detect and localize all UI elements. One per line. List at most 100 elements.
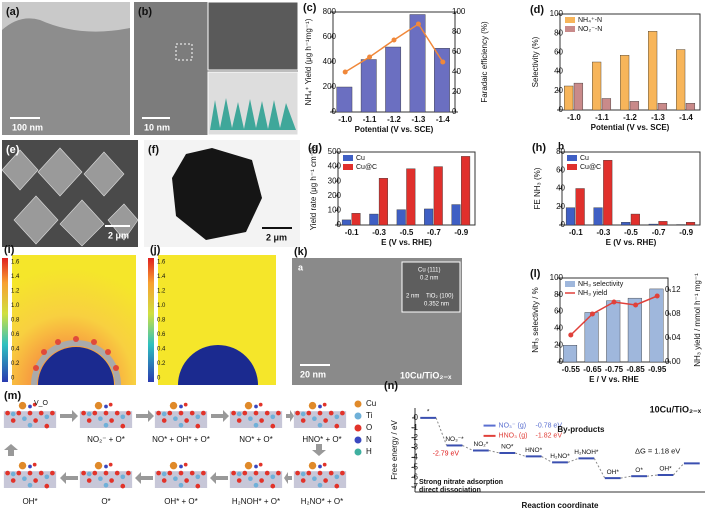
x-tick-label: -1.1 xyxy=(363,115,377,124)
y2-axis-label: NH₃ yield / mmol h⁻¹ mg⁻¹ xyxy=(693,273,702,367)
x-tick-label: -0.1 xyxy=(569,228,583,237)
scale-label: 20 nm xyxy=(300,369,326,379)
legend-swatch xyxy=(354,448,362,456)
legend-label: Cu xyxy=(580,155,589,162)
legend-swatch xyxy=(343,164,353,170)
tick-label: 80 xyxy=(556,147,565,156)
bar xyxy=(461,156,471,226)
value-label: -2.79 eV xyxy=(433,450,460,457)
legend-label: N xyxy=(366,435,372,444)
tick-label: 400 xyxy=(328,162,342,171)
x-axis-label: E (V vs. RHE) xyxy=(381,238,432,247)
legend-label: NO₂⁻-N xyxy=(578,26,602,33)
tick-label: 500 xyxy=(328,147,342,156)
x-tick-label: -0.55 xyxy=(562,365,581,374)
point xyxy=(589,311,595,317)
octahedra xyxy=(1,147,139,247)
x-tick-label: -0.85 xyxy=(626,365,645,374)
bar xyxy=(564,85,574,111)
tick-label: 0 xyxy=(452,107,457,116)
bar xyxy=(685,103,696,111)
hrtem-inset xyxy=(401,261,461,313)
bar xyxy=(648,31,658,111)
x-tick-label: -1.3 xyxy=(412,115,426,124)
colorbar-label: 0.4 xyxy=(157,347,166,353)
legend-label: Cu xyxy=(366,399,376,408)
tick-label: 200 xyxy=(323,82,337,91)
sample-label: 10Cu/TiO₂₋ₓ xyxy=(400,370,452,380)
bar xyxy=(575,188,585,226)
colorbar-label: 0.8 xyxy=(157,318,166,324)
tick-label: 0 xyxy=(559,105,564,114)
bar xyxy=(409,14,426,113)
x-axis-label: E / V vs. RHE xyxy=(589,375,639,384)
x-tick-label: -0.75 xyxy=(605,365,624,374)
tick-label: -6 xyxy=(411,472,419,481)
particle xyxy=(172,148,262,240)
level-label: H₂NO* xyxy=(550,453,570,460)
core xyxy=(178,345,258,385)
byproduct-value: -0.78 eV xyxy=(536,422,563,429)
legend-swatch xyxy=(343,155,353,161)
arrows xyxy=(4,410,326,484)
sub-label: b xyxy=(558,142,564,153)
tick-label: 60 xyxy=(554,307,563,316)
tick-label: 100 xyxy=(328,206,342,215)
connector xyxy=(646,474,658,477)
colorbar-label: 1.4 xyxy=(11,274,20,280)
level-label: * xyxy=(427,409,430,416)
tick-label: 20 xyxy=(554,340,563,349)
intensity-profile xyxy=(210,98,296,130)
tick-label: 0 xyxy=(559,357,564,366)
scale-label: 2 μm xyxy=(266,232,287,242)
tick-label: 0.00 xyxy=(665,357,681,366)
colorbar-label: 0.8 xyxy=(11,318,20,324)
annotation: direct dissociation xyxy=(419,487,481,494)
level-label: HNO* xyxy=(525,447,542,454)
tick-label: 20 xyxy=(556,202,565,211)
colorbar-label: 0.2 xyxy=(11,361,20,367)
connector xyxy=(672,463,685,476)
tick-label: 0.08 xyxy=(665,309,681,318)
bar xyxy=(360,59,377,113)
level-label: OH* xyxy=(659,466,672,473)
x-tick-label: -0.3 xyxy=(372,228,386,237)
colorbar-label: 1.0 xyxy=(157,303,166,309)
colorbar-label: 0.6 xyxy=(11,332,20,338)
colorbar-label: 0 xyxy=(11,376,15,382)
panel-label: (k) xyxy=(294,246,308,258)
panel-label: (f) xyxy=(148,144,159,156)
bar xyxy=(657,103,668,111)
legend-swatch xyxy=(354,424,362,432)
bar xyxy=(630,213,640,226)
step-label: H₂NO* + O* xyxy=(301,497,343,506)
x-axis-label: Potential (V vs. SCE) xyxy=(591,123,670,132)
tick-label: -2 xyxy=(411,433,419,442)
panel-label: (g) xyxy=(308,142,322,154)
bar xyxy=(686,222,696,226)
colorbar-label: 0.2 xyxy=(157,361,166,367)
x-tick-label: -1.0 xyxy=(567,113,581,122)
bar xyxy=(573,82,584,111)
sub-label: a xyxy=(298,262,304,272)
step-label: NO₂⁻ + O* xyxy=(87,435,125,444)
colorbar-label: 1.2 xyxy=(11,289,20,295)
bar xyxy=(351,213,361,226)
y-axis-label: NH₃ selectivity / % xyxy=(531,287,540,353)
x-tick-label: -1.2 xyxy=(623,113,637,122)
panel-label: (h) xyxy=(532,142,546,154)
level-label: OH* xyxy=(607,469,620,476)
lattice-label: TiO₂ (100) xyxy=(426,294,453,300)
x-tick-label: -1.0 xyxy=(338,115,352,124)
byproduct-name: HNO₃ (g) xyxy=(499,433,528,440)
legend-label: Cu@C xyxy=(356,164,377,171)
x-tick-label: -0.5 xyxy=(400,228,414,237)
x-axis-label: Potential (V vs. SCE) xyxy=(355,125,434,134)
scale-label: 2 μm xyxy=(108,230,129,240)
panel-label: (a) xyxy=(6,6,20,18)
panel-label: (e) xyxy=(6,144,20,156)
particles xyxy=(33,336,119,371)
bar xyxy=(406,168,416,226)
legend-swatch xyxy=(354,400,362,408)
